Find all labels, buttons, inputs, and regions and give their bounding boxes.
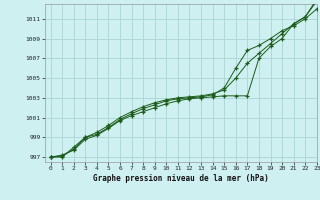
X-axis label: Graphe pression niveau de la mer (hPa): Graphe pression niveau de la mer (hPa) [93, 174, 269, 183]
